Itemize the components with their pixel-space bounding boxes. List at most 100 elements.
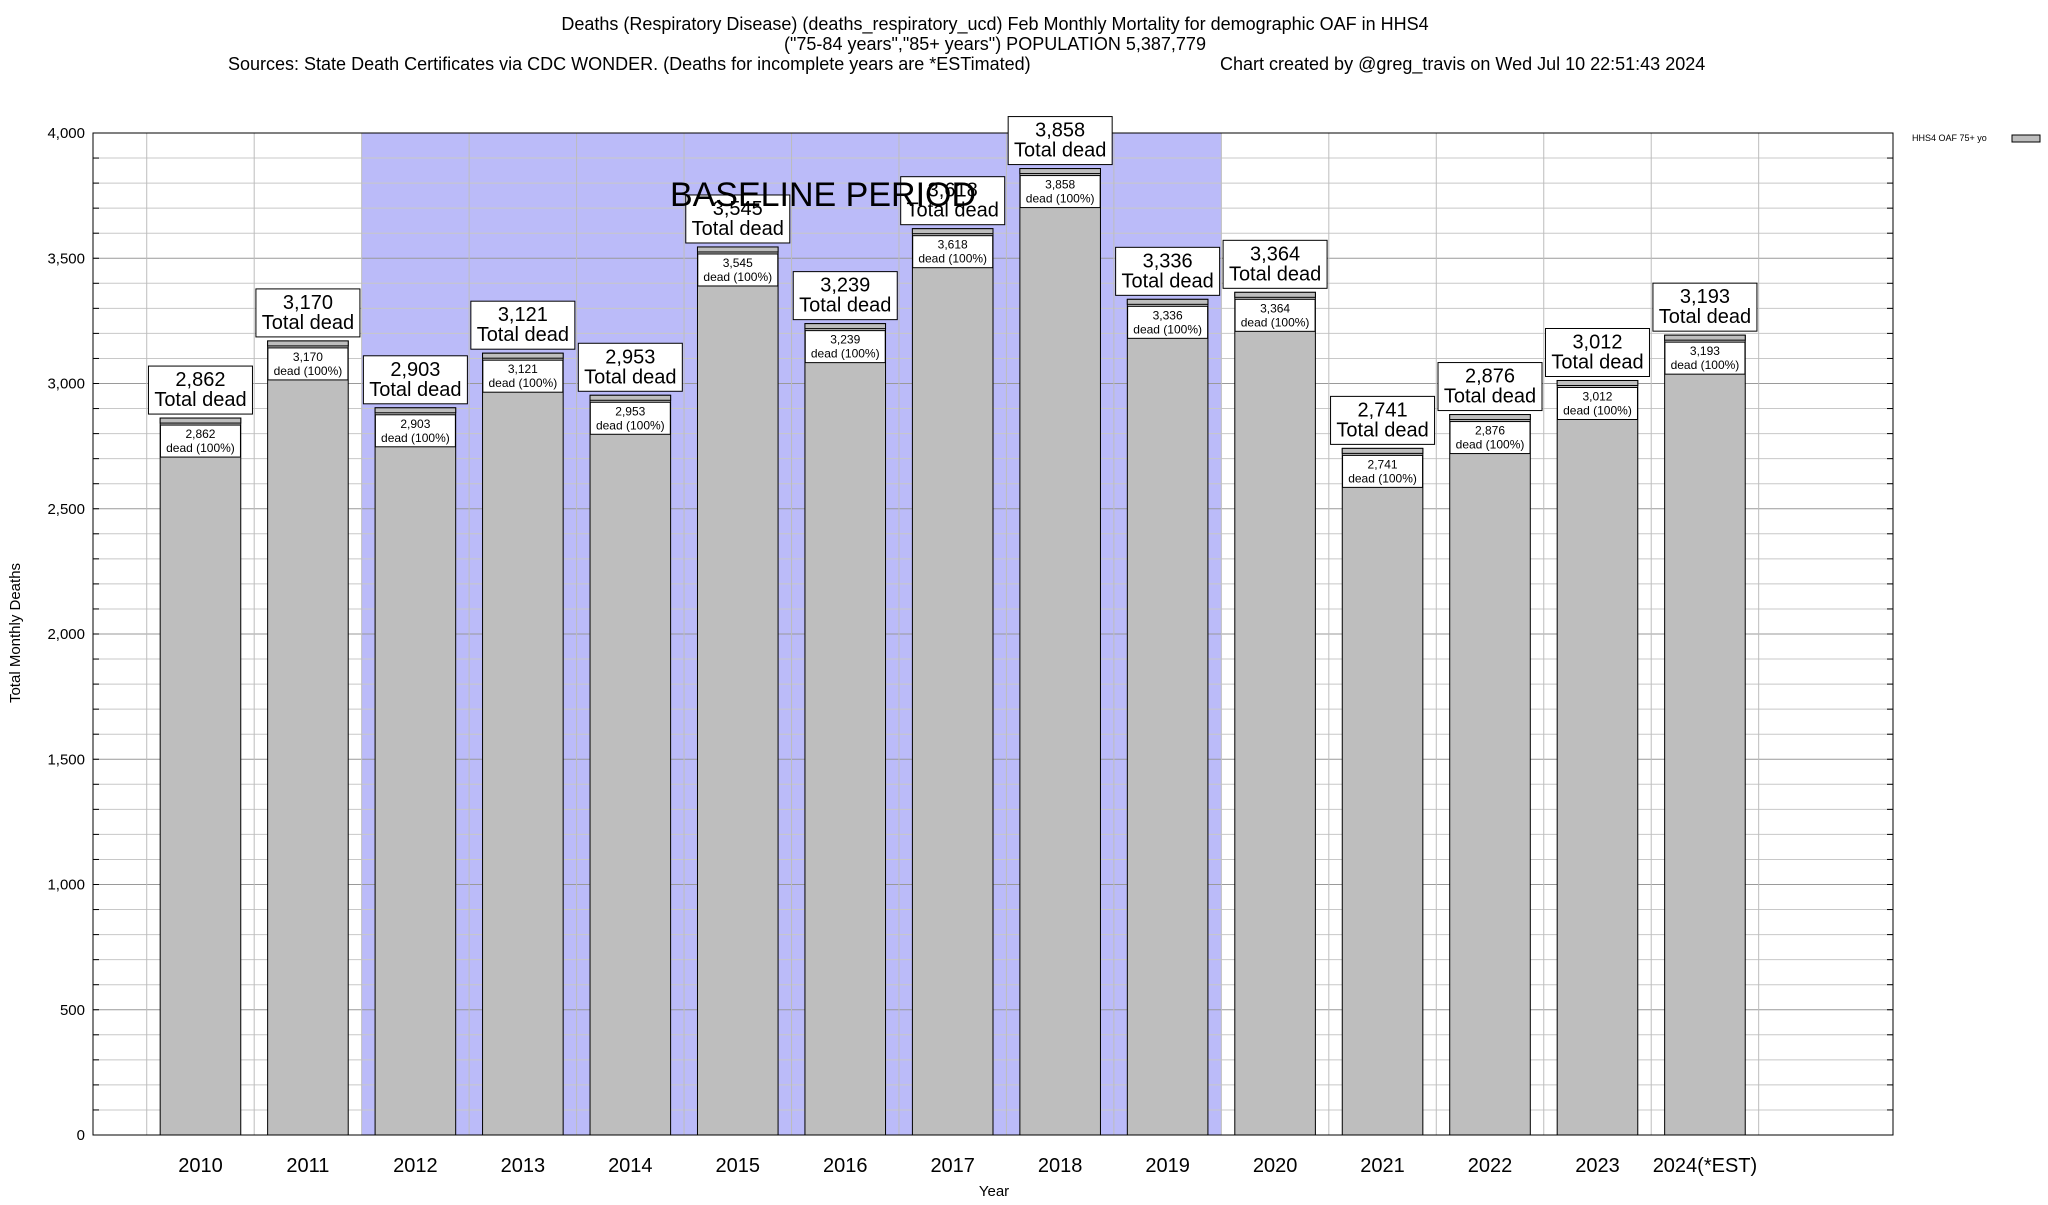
inner-label-box	[374, 414, 456, 448]
inner-percent-label: dead (100%)	[488, 376, 557, 390]
y-tick-label: 500	[60, 1002, 85, 1019]
inner-label-box	[1342, 454, 1424, 488]
inner-percent-label: dead (100%)	[918, 252, 987, 266]
total-label-box	[792, 271, 898, 321]
y-tick-label: 3,500	[47, 250, 85, 267]
bar	[1019, 168, 1101, 1136]
frame-layer: 0 500 1,000 1,500 2,000 2,500 3,000 3,500 4,000 2…	[47, 125, 1894, 1177]
bar	[1126, 298, 1209, 1136]
inner-label-box	[697, 253, 779, 287]
total-dead-label: Total dead	[584, 366, 676, 388]
total-value-label: 3,239	[820, 275, 870, 297]
x-tick-label: 2016	[823, 1155, 868, 1177]
bar-cap	[267, 340, 349, 347]
inner-percent-label: dead (100%)	[1671, 358, 1740, 372]
legend-label: HHS4 OAF 75+ yo	[1912, 133, 1987, 143]
x-tick-label: 2018	[1038, 1155, 1083, 1177]
total-value-label: 2,903	[390, 359, 440, 381]
bar-cap	[374, 407, 457, 414]
total-label-box	[577, 342, 683, 392]
total-dead-label: Total dead	[1336, 419, 1428, 441]
inner-label-box	[267, 347, 349, 381]
inner-value-label: 3,336	[1153, 308, 1183, 322]
inner-label-box	[159, 424, 241, 458]
bar	[1234, 291, 1316, 1136]
bar-cap	[804, 323, 887, 330]
x-tick-label: 2012	[393, 1155, 438, 1177]
x-tick-label: 2017	[930, 1155, 975, 1177]
inner-value-label: 3,012	[1582, 389, 1612, 403]
inner-value-label: 3,193	[1690, 344, 1720, 358]
y-tick-label: 1,500	[47, 751, 85, 768]
inner-label-box	[1556, 386, 1638, 420]
inner-value-label: 3,545	[723, 256, 753, 270]
inner-label-box	[1449, 421, 1531, 455]
x-tick-label: 2024(*EST)	[1653, 1155, 1758, 1177]
inner-percent-label: dead (100%)	[811, 347, 880, 361]
inner-value-label: 2,741	[1368, 457, 1398, 471]
total-value-label: 3,545	[713, 198, 763, 220]
chart-credit-text: Chart created by @greg_travis on Wed Jul…	[1220, 54, 1705, 75]
total-dead-label: Total dead	[477, 324, 569, 346]
total-value-label: 3,858	[1035, 120, 1085, 142]
bar-cap	[159, 417, 242, 424]
legend: HHS4 OAF 75+ yo	[1912, 133, 2041, 143]
inner-label-box	[589, 401, 671, 435]
bar	[804, 323, 887, 1136]
bar-cap	[1556, 379, 1639, 386]
inner-percent-label: dead (100%)	[596, 418, 665, 432]
y-tick-label: 2,500	[47, 501, 85, 518]
y-tick-label: 2,000	[47, 626, 85, 643]
inner-value-label: 3,121	[508, 362, 538, 376]
chart-title-line-1: Deaths (Respiratory Disease) (deaths_res…	[561, 14, 1428, 35]
bar-cap	[1019, 168, 1101, 175]
inner-label-box	[482, 359, 564, 393]
inner-percent-label: dead (100%)	[166, 441, 235, 455]
legend-swatch	[2011, 134, 2041, 143]
total-dead-label: Total dead	[799, 295, 891, 317]
total-dead-label: Total dead	[1659, 306, 1751, 328]
total-label-box	[1330, 395, 1436, 445]
total-label-box	[255, 288, 361, 338]
x-tick-label: 2013	[501, 1155, 546, 1177]
bar	[159, 417, 242, 1136]
inner-percent-label: dead (100%)	[1026, 192, 1095, 206]
total-dead-label: Total dead	[1229, 263, 1321, 285]
baseline-period-label: BASELINE PERIOD	[670, 176, 976, 214]
inner-value-label: 3,239	[830, 333, 860, 347]
x-tick-label: 2022	[1468, 1155, 1513, 1177]
total-label-box	[1437, 362, 1543, 412]
x-tick-label: 2015	[716, 1155, 761, 1177]
y-tick-label: 4,000	[47, 125, 85, 142]
y-tick-label: 1,000	[47, 877, 85, 894]
inner-percent-label: dead (100%)	[1563, 403, 1632, 417]
inner-label-box	[1234, 298, 1316, 332]
total-label-box	[362, 355, 468, 405]
inner-percent-label: dead (100%)	[1241, 315, 1310, 329]
bar	[696, 246, 779, 1136]
total-dead-label: Total dead	[262, 312, 354, 334]
total-value-label: 2,741	[1358, 399, 1408, 421]
y-tick-label: 0	[77, 1127, 85, 1144]
inner-percent-label: dead (100%)	[274, 364, 343, 378]
x-tick-label: 2010	[178, 1155, 223, 1177]
inner-label-box	[1019, 175, 1101, 209]
bar-cap	[482, 352, 564, 359]
inner-percent-label: dead (100%)	[1133, 322, 1202, 336]
inner-percent-label: dead (100%)	[1348, 471, 1417, 485]
total-dead-label: Total dead	[1014, 140, 1106, 162]
inner-value-label: 3,858	[1045, 178, 1075, 192]
inner-label-box	[1664, 341, 1746, 375]
total-value-label: 2,953	[605, 346, 655, 368]
bar	[911, 228, 994, 1136]
total-value-label: 3,364	[1250, 243, 1300, 265]
total-label-box	[1115, 246, 1221, 296]
bar-cap	[1664, 334, 1746, 341]
bar-cap	[589, 394, 672, 401]
total-value-label: 3,618	[928, 180, 978, 202]
bar-cap	[1234, 291, 1316, 298]
x-tick-label: 2019	[1145, 1155, 1190, 1177]
